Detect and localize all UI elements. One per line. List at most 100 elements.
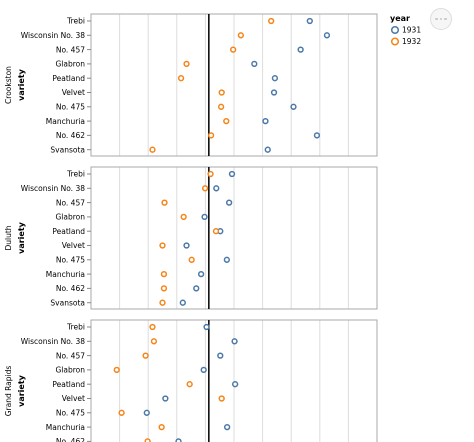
facet-label: Grand Rapids	[4, 366, 13, 417]
data-point-1932	[160, 285, 168, 292]
data-point-1931	[217, 352, 224, 359]
data-point-1931	[264, 146, 271, 153]
data-point-1931	[262, 117, 269, 125]
data-point-1931	[223, 423, 231, 431]
legend-label: 1932	[402, 37, 421, 46]
y-tick-label: No. 462	[56, 437, 85, 442]
y-tick-label: No. 457	[56, 198, 85, 207]
data-point-1932	[207, 132, 215, 139]
facet-panel	[90, 166, 378, 310]
data-point-1931	[271, 75, 279, 82]
y-tick-label: Wisconsin No. 38	[21, 31, 85, 40]
points-layer	[149, 17, 331, 153]
data-point-1931	[228, 170, 236, 178]
legend-symbol-1932	[390, 37, 400, 46]
data-point-1931	[251, 60, 258, 68]
data-point-1931	[270, 89, 278, 96]
y-tick-label: Trebi	[66, 17, 85, 26]
y-tick-label: No. 457	[56, 351, 85, 360]
y-tick-label: No. 462	[56, 131, 85, 140]
data-point-1931	[323, 32, 331, 39]
data-point-1931	[223, 256, 231, 263]
y-tick-label: Wisconsin No. 38	[21, 337, 85, 346]
data-point-1932	[149, 323, 156, 331]
data-point-1931	[201, 213, 208, 221]
data-point-1931	[143, 409, 150, 416]
data-point-1932	[158, 423, 165, 431]
y-tick-label: Svansota	[50, 145, 85, 154]
data-point-1932	[217, 103, 225, 110]
facet-panel	[90, 13, 378, 157]
data-point-1932	[180, 213, 187, 221]
data-point-1931	[306, 17, 313, 25]
y-tick-label: Velvet	[62, 241, 85, 250]
y-tick-label: No. 457	[56, 45, 85, 54]
points-layer	[113, 323, 239, 442]
legend-title: year	[390, 14, 410, 23]
data-point-1931	[162, 395, 169, 402]
data-point-1932	[150, 338, 158, 345]
ellipsis-icon	[435, 17, 438, 21]
data-point-1932	[201, 185, 209, 192]
data-point-1931	[297, 46, 304, 53]
data-point-1932	[160, 270, 168, 278]
data-point-1931	[313, 132, 321, 139]
y-tick-label: No. 475	[56, 409, 85, 418]
legend-label: 1931	[402, 26, 421, 35]
y-tick-label: No. 475	[56, 256, 85, 265]
data-point-1931	[183, 242, 190, 249]
panel-frame	[90, 319, 378, 442]
y-tick-label: Velvet	[62, 88, 85, 97]
data-point-1932	[149, 146, 156, 153]
data-point-1931	[213, 185, 220, 192]
y-tick-label: Wisconsin No. 38	[21, 184, 85, 193]
data-point-1932	[183, 60, 190, 68]
data-point-1932	[229, 46, 237, 53]
y-tick-label: Glabron	[55, 366, 85, 375]
data-point-1932	[223, 117, 230, 125]
legend-symbol-1931	[390, 25, 400, 35]
data-point-1931	[290, 103, 297, 110]
actions-menu-button[interactable]	[430, 8, 452, 30]
panel-frame	[90, 13, 378, 157]
data-point-1932	[237, 32, 245, 39]
data-point-1932	[186, 381, 193, 388]
y-tick-label: No. 475	[56, 103, 85, 112]
data-point-1931	[203, 323, 210, 331]
y-tick-label: Glabron	[55, 60, 85, 69]
data-point-1932	[118, 409, 125, 416]
data-point-1931	[197, 270, 205, 278]
y-tick-label: Peatland	[52, 74, 85, 83]
y-axis-title: variety	[17, 374, 26, 407]
data-point-1932	[218, 395, 225, 402]
data-point-1932	[207, 170, 214, 178]
data-point-1931	[175, 438, 182, 442]
y-tick-label: Peatland	[52, 380, 85, 389]
y-tick-label: Manchuria	[46, 270, 85, 279]
y-tick-label: Svansota	[50, 298, 85, 307]
data-point-1932	[159, 242, 166, 249]
y-axis-title: variety	[17, 221, 26, 254]
facet-label: Duluth	[4, 225, 13, 250]
data-point-1931	[225, 199, 233, 206]
y-axis-title: variety	[17, 68, 26, 101]
y-tick-label: Glabron	[55, 213, 85, 222]
data-point-1932	[268, 17, 275, 25]
data-point-1932	[218, 89, 225, 96]
data-point-1931	[200, 366, 207, 374]
data-point-1932	[212, 228, 220, 235]
data-point-1932	[188, 256, 195, 263]
panel-frame	[90, 166, 378, 310]
data-point-1932	[177, 75, 185, 82]
y-tick-label: Trebi	[66, 323, 85, 332]
data-point-1931	[231, 338, 238, 345]
data-point-1932	[142, 352, 149, 359]
data-point-1932	[113, 366, 120, 374]
y-tick-label: Trebi	[66, 170, 85, 179]
points-layer	[159, 170, 236, 306]
facet-label: Crookston	[4, 66, 13, 104]
y-tick-label: Manchuria	[46, 117, 85, 126]
y-tick-label: No. 462	[56, 284, 85, 293]
y-tick-label: Velvet	[62, 394, 85, 403]
